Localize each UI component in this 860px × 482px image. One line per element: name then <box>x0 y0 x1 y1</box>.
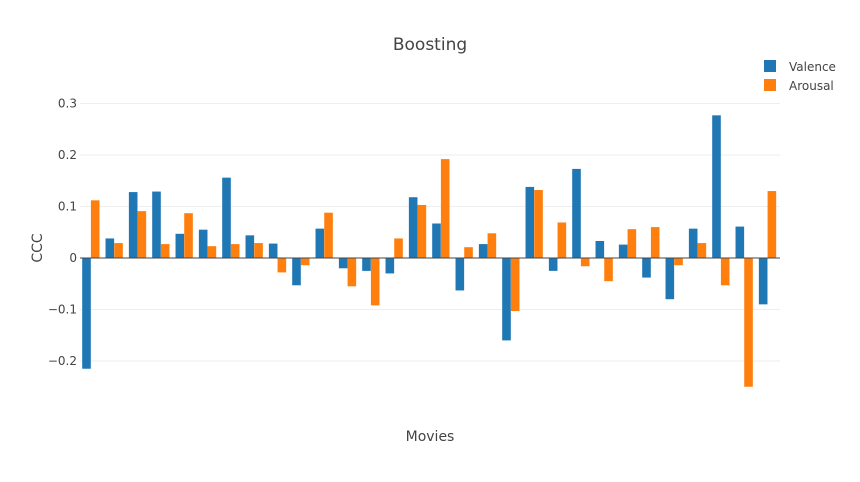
bar-valence-7 <box>222 177 231 258</box>
y-tick-labels: 0.3 0.2 0.1 0 −0.1 −0.2 <box>48 97 77 369</box>
y-tick-label: −0.2 <box>48 354 77 368</box>
bar-valence-29 <box>735 226 745 258</box>
bar-valence-13 <box>362 258 371 271</box>
bar-arousal-10 <box>300 258 310 266</box>
bar-arousal-4 <box>160 244 170 258</box>
bar-valence-27 <box>688 228 698 259</box>
bar-valence-30 <box>758 258 768 305</box>
bar-arousal-5 <box>184 213 193 258</box>
bar-arousal-24 <box>627 229 637 258</box>
bar-arousal-20 <box>534 190 543 258</box>
y-tick-label: 0.3 <box>58 97 77 111</box>
bar-arousal-12 <box>347 258 357 287</box>
bar-valence-26 <box>665 258 675 300</box>
bars <box>80 115 780 387</box>
bar-valence-18 <box>478 244 488 258</box>
chart-title: Boosting <box>393 35 467 55</box>
bar-arousal-26 <box>674 258 683 266</box>
bar-arousal-11 <box>324 212 333 258</box>
bar-valence-23 <box>595 241 605 258</box>
bar-valence-17 <box>455 258 465 291</box>
y-axis-title: CCC <box>30 233 46 263</box>
bar-arousal-7 <box>230 244 240 258</box>
bar-valence-6 <box>198 229 208 258</box>
bar-arousal-17 <box>464 247 473 259</box>
bar-arousal-9 <box>277 258 287 273</box>
bar-arousal-23 <box>604 258 613 282</box>
bar-valence-2 <box>105 238 115 258</box>
legend-label-valence: Valence <box>789 60 836 74</box>
legend-swatch-arousal <box>764 79 776 91</box>
bar-valence-10 <box>292 258 301 286</box>
bar-valence-3 <box>128 192 138 258</box>
bar-arousal-3 <box>137 211 147 258</box>
bar-arousal-1 <box>90 200 100 258</box>
y-tick-label: −0.1 <box>48 303 77 317</box>
bar-valence-16 <box>432 223 441 259</box>
bar-arousal-6 <box>207 246 217 259</box>
y-tick-label: 0.1 <box>58 200 77 214</box>
bar-valence-9 <box>268 243 278 258</box>
bar-valence-24 <box>618 244 628 258</box>
bar-arousal-28 <box>720 258 730 286</box>
bar-valence-4 <box>152 191 161 258</box>
bar-valence-15 <box>408 197 418 258</box>
bar-arousal-21 <box>557 222 567 259</box>
bar-valence-12 <box>338 258 348 269</box>
bar-valence-21 <box>548 258 558 271</box>
bar-arousal-30 <box>767 191 777 258</box>
bar-valence-28 <box>712 115 721 258</box>
y-tick-label: 0.2 <box>58 148 77 162</box>
bar-valence-5 <box>175 233 185 258</box>
bar-valence-19 <box>502 258 511 341</box>
bar-arousal-22 <box>580 258 590 267</box>
bar-arousal-2 <box>114 243 123 258</box>
bar-arousal-27 <box>697 243 707 258</box>
bar-valence-25 <box>642 258 651 278</box>
bar-valence-11 <box>315 228 325 259</box>
bar-arousal-18 <box>487 233 497 258</box>
bar-arousal-8 <box>254 243 263 258</box>
bar-arousal-15 <box>417 204 427 258</box>
bar-valence-20 <box>525 186 535 258</box>
bar-valence-14 <box>385 258 395 274</box>
bar-arousal-29 <box>744 258 753 387</box>
bar-arousal-25 <box>650 227 660 258</box>
bar-valence-1 <box>82 258 91 369</box>
legend: Valence Arousal <box>764 60 836 93</box>
bar-valence-8 <box>245 235 255 258</box>
bar-arousal-13 <box>370 258 380 306</box>
x-axis-title: Movies <box>406 429 455 445</box>
bar-arousal-19 <box>510 258 520 312</box>
y-tick-label: 0 <box>69 251 77 265</box>
grid-lines <box>80 103 780 362</box>
bar-valence-22 <box>572 168 581 258</box>
legend-swatch-valence <box>764 60 776 72</box>
legend-label-arousal: Arousal <box>789 79 834 93</box>
bar-arousal-14 <box>394 238 403 258</box>
bar-arousal-16 <box>440 159 450 258</box>
